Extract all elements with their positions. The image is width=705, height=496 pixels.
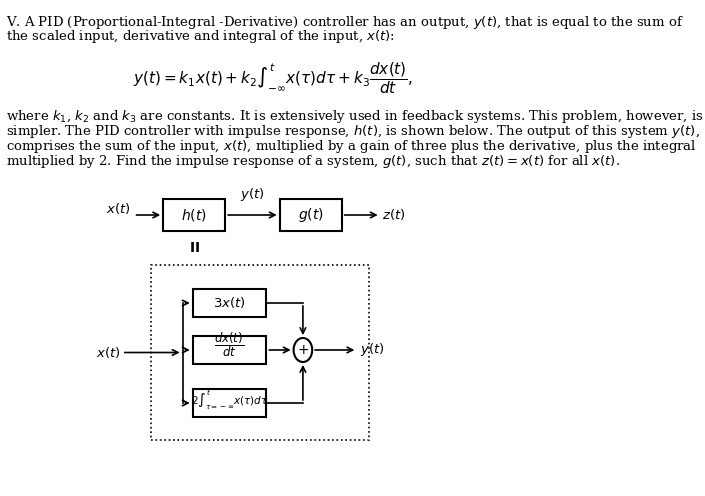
- Bar: [152, 265, 369, 440]
- Text: multiplied by 2. Find the impulse response of a system, $g(t)$, such that $z(t) : multiplied by 2. Find the impulse respon…: [6, 153, 620, 170]
- Text: the scaled input, derivative and integral of the input, $x(t)$:: the scaled input, derivative and integra…: [6, 28, 396, 45]
- Text: $y(t)$: $y(t)$: [360, 342, 384, 359]
- Bar: [192, 389, 266, 417]
- Text: $g(t)$: $g(t)$: [298, 206, 324, 224]
- Text: comprises the sum of the input, $x(t)$, multiplied by a gain of three plus the d: comprises the sum of the input, $x(t)$, …: [6, 138, 697, 155]
- Text: V. A PID (Proportional-Integral -Derivative) controller has an output, $y(t)$, t: V. A PID (Proportional-Integral -Derivat…: [6, 14, 684, 31]
- Text: $y(t) = k_1 x(t) + k_2 \int_{-\infty}^{t} x(\tau)d\tau + k_3 \dfrac{dx(t)}{dt},$: $y(t) = k_1 x(t) + k_2 \int_{-\infty}^{t…: [133, 60, 414, 96]
- Bar: [192, 336, 266, 364]
- Text: where $k_1$, $k_2$ and $k_3$ are constants. It is extensively used in feedback s: where $k_1$, $k_2$ and $k_3$ are constan…: [6, 108, 704, 125]
- Bar: [192, 289, 266, 317]
- Text: $2\int_{\tau=-\infty}^{t} x(\tau)d\tau$: $2\int_{\tau=-\infty}^{t} x(\tau)d\tau$: [190, 388, 269, 412]
- Text: $h(t)$: $h(t)$: [181, 207, 207, 223]
- Text: simpler. The PID controller with impulse response, $h(t)$, is shown below. The o: simpler. The PID controller with impulse…: [6, 123, 700, 140]
- Text: $\dfrac{dx(t)}{dt}$: $\dfrac{dx(t)}{dt}$: [214, 331, 245, 359]
- Text: $y(t)$: $y(t)$: [240, 186, 264, 203]
- Text: $\mathbf{II}$: $\mathbf{II}$: [189, 241, 200, 255]
- Text: $z(t)$: $z(t)$: [382, 207, 405, 223]
- Text: $3x(t)$: $3x(t)$: [213, 296, 246, 310]
- Bar: [163, 199, 225, 231]
- Text: $x(t)$: $x(t)$: [96, 345, 121, 360]
- Circle shape: [293, 338, 312, 362]
- Text: $x(t)$: $x(t)$: [106, 201, 130, 216]
- Bar: [280, 199, 342, 231]
- Text: $+$: $+$: [297, 343, 309, 357]
